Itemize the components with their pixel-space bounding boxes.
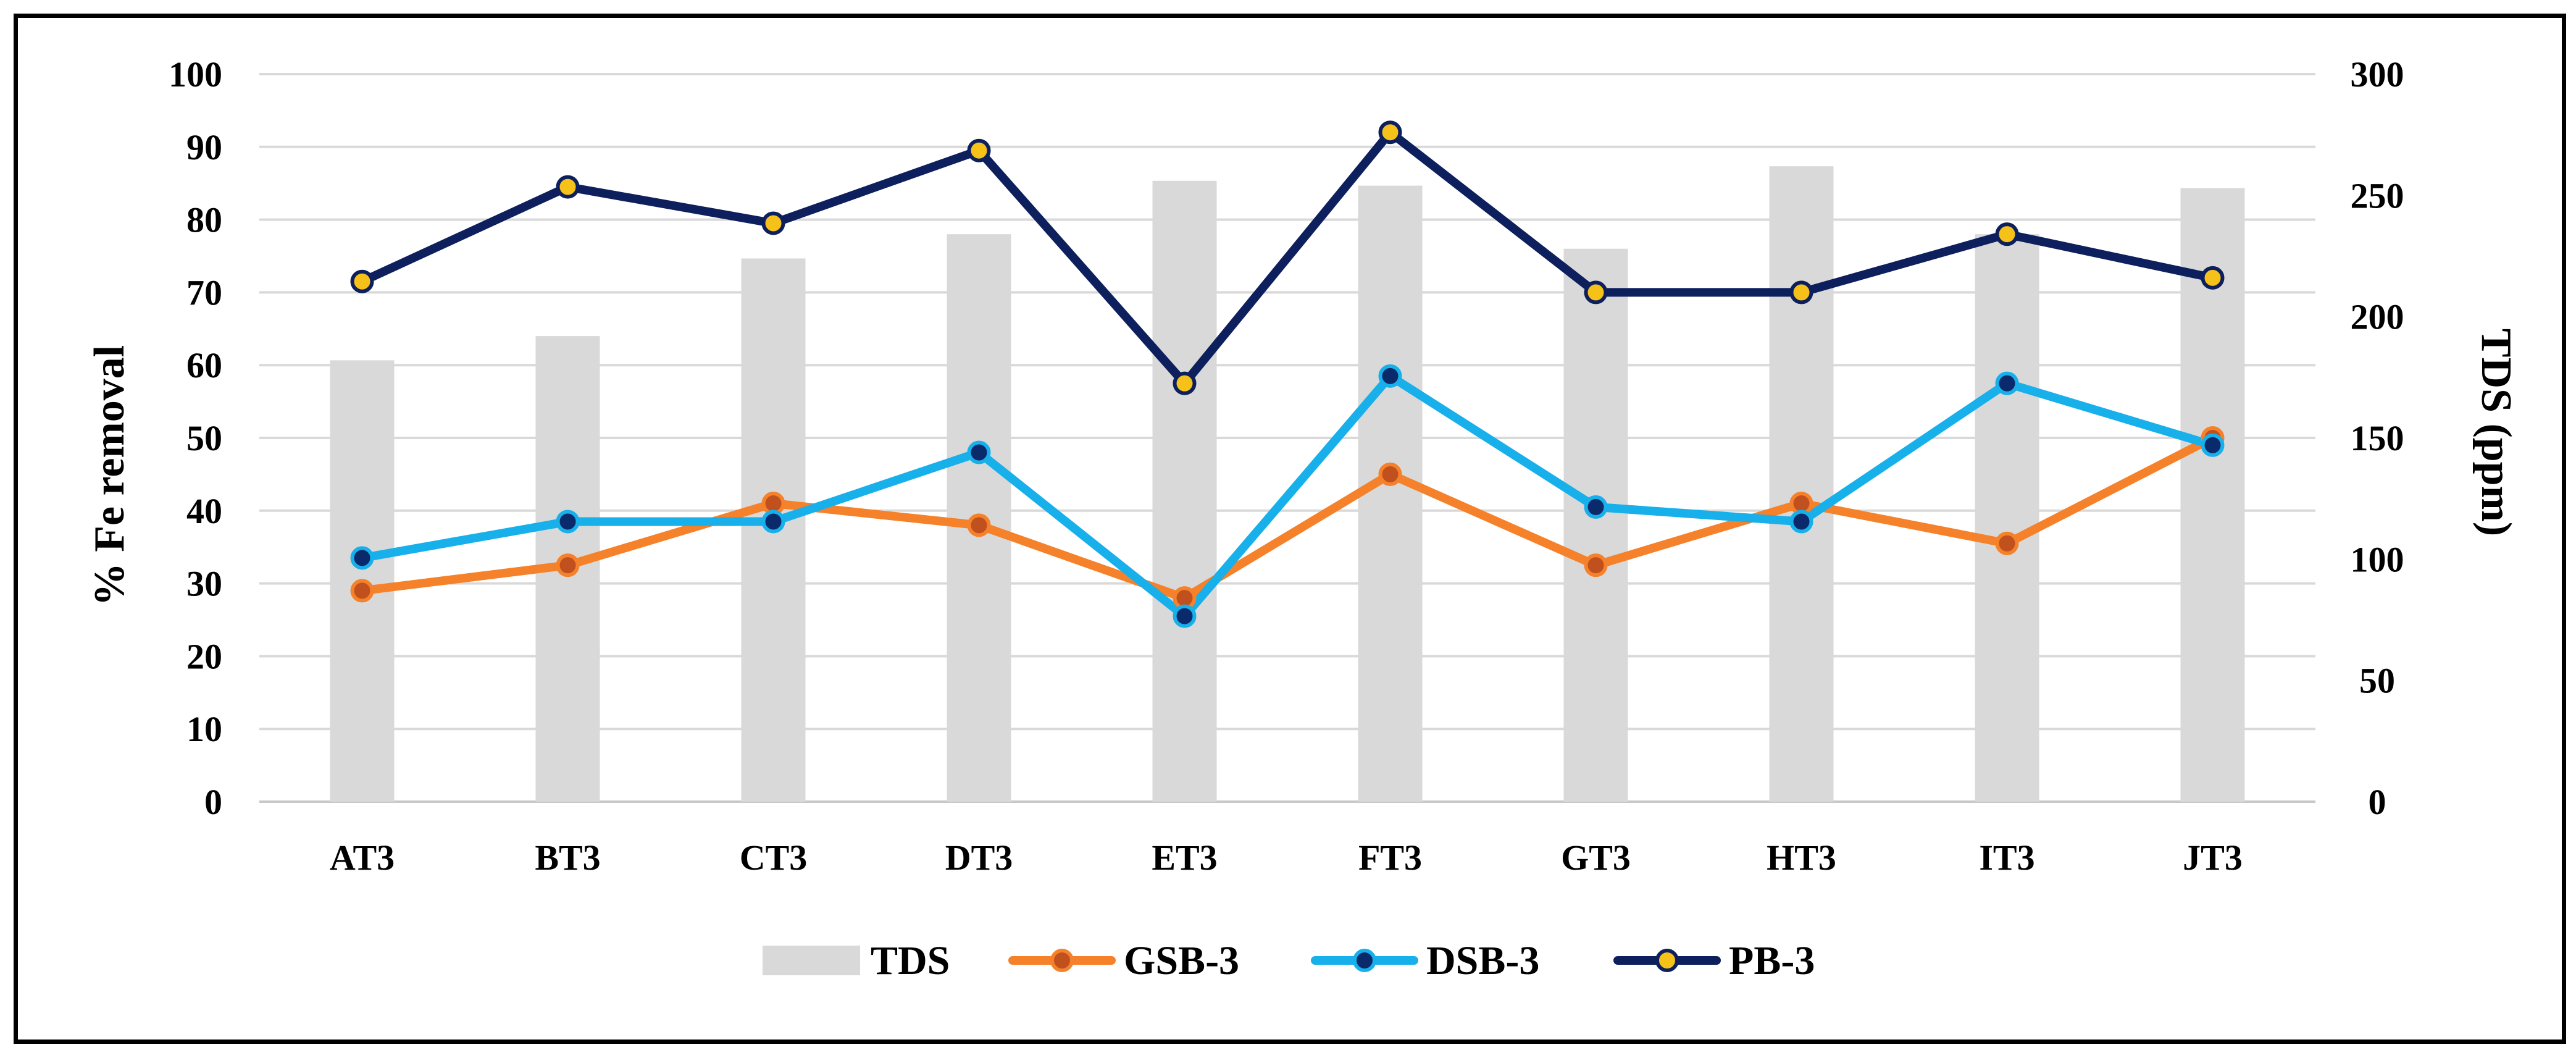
pb-3-marker [1584,280,1608,304]
tds-bar [1358,185,1423,802]
x-tick-label: GT3 [1561,838,1631,878]
y-axis-title: % Fe removal [86,345,133,606]
pb-3-marker [761,211,785,235]
series-lines [358,128,2217,621]
legend-label-gsb-3: GSB-3 [1124,938,1239,983]
dsb-3-marker [1584,495,1608,519]
dsb-3-marker [761,510,785,534]
pb-3-marker [1789,280,1813,304]
legend-marker-gsb-3 [1050,949,1074,972]
gsb-3-marker [1584,553,1608,578]
x-tick-label: HT3 [1767,838,1836,878]
x-tick-label: FT3 [1358,838,1422,878]
x-tick-label: DT3 [945,838,1013,878]
right-tick-label: 100 [2351,539,2404,579]
chart-frame [14,14,2566,1044]
left-tick-label: 60 [186,345,222,385]
right-tick-label: 200 [2351,297,2404,337]
left-tick-label: 30 [186,564,222,604]
legend-label-pb-3: PB-3 [1729,938,1815,983]
x-tick-label: BT3 [535,838,600,878]
gsb-3-marker [1378,462,1402,486]
y2-axis-title: TDS (ppm) [2472,329,2520,536]
gridlines [259,73,2315,803]
right-tick-label: 50 [2359,661,2395,701]
left-axis-ticks: 0 10 20 30 40 50 60 70 80 90 100 [169,54,222,822]
legend: TDS GSB-3 DSB-3 PB-3 [763,938,1815,983]
pb-3-marker [1995,222,2019,246]
right-tick-label: 150 [2351,418,2404,458]
pb-3-marker [556,175,580,199]
left-tick-label: 40 [186,491,222,531]
series-markers [350,120,2225,628]
gsb-3-line [358,434,2217,603]
left-tick-label: 80 [186,200,222,240]
left-tick-label: 70 [186,272,222,313]
legend-label-tds: TDS [871,938,950,983]
left-tick-label: 50 [186,418,222,458]
dsb-3-marker [1789,510,1813,534]
pb-3-line [358,128,2217,388]
pb-3-marker [1378,120,1402,145]
x-tick-label: JT3 [2183,838,2243,878]
left-tick-label: 90 [186,127,222,167]
gsb-3-marker [967,513,991,537]
tds-bar [2180,188,2245,802]
left-tick-label: 100 [169,54,222,94]
pb-3-marker [1173,371,1197,395]
dsb-3-line [358,371,2217,621]
dsb-3-marker [967,440,991,464]
pb-3-marker [2201,266,2225,290]
pb-3-marker [350,269,374,293]
right-tick-label: 300 [2351,54,2404,94]
x-tick-label: CT3 [740,838,808,878]
legend-marker-pb-3 [1655,949,1679,972]
tds-bar [1975,234,2039,802]
x-tick-label: AT3 [330,838,395,878]
left-tick-label: 20 [186,636,222,676]
legend-label-dsb-3: DSB-3 [1426,938,1539,983]
dsb-3-marker [2201,433,2225,457]
x-tick-label: ET3 [1152,838,1217,878]
right-tick-label: 250 [2351,175,2404,216]
right-axis-ticks: 0 50 100 150 200 250 300 [2351,54,2404,822]
dsb-3-marker [350,546,374,570]
gsb-3-marker [1995,531,2019,555]
gsb-3-marker [556,553,580,578]
right-tick-label: 0 [2369,782,2386,822]
left-tick-label: 10 [186,709,222,749]
x-axis-ticks: AT3 BT3 CT3 DT3 ET3 FT3 GT3 HT3 IT3 JT3 [330,838,2243,878]
dsb-3-marker [1173,604,1197,628]
dsb-3-marker [1378,364,1402,388]
tds-bar [1769,166,1834,802]
dsb-3-marker [556,510,580,534]
tds-bar [1152,180,1217,802]
legend-swatch-tds [763,946,860,975]
left-tick-label: 0 [204,782,222,822]
x-tick-label: IT3 [1979,838,2034,878]
dsb-3-marker [1995,371,2019,395]
tds-bar [1563,248,1628,802]
pb-3-marker [967,138,991,162]
legend-marker-dsb-3 [1353,949,1376,972]
gsb-3-marker [350,579,374,603]
